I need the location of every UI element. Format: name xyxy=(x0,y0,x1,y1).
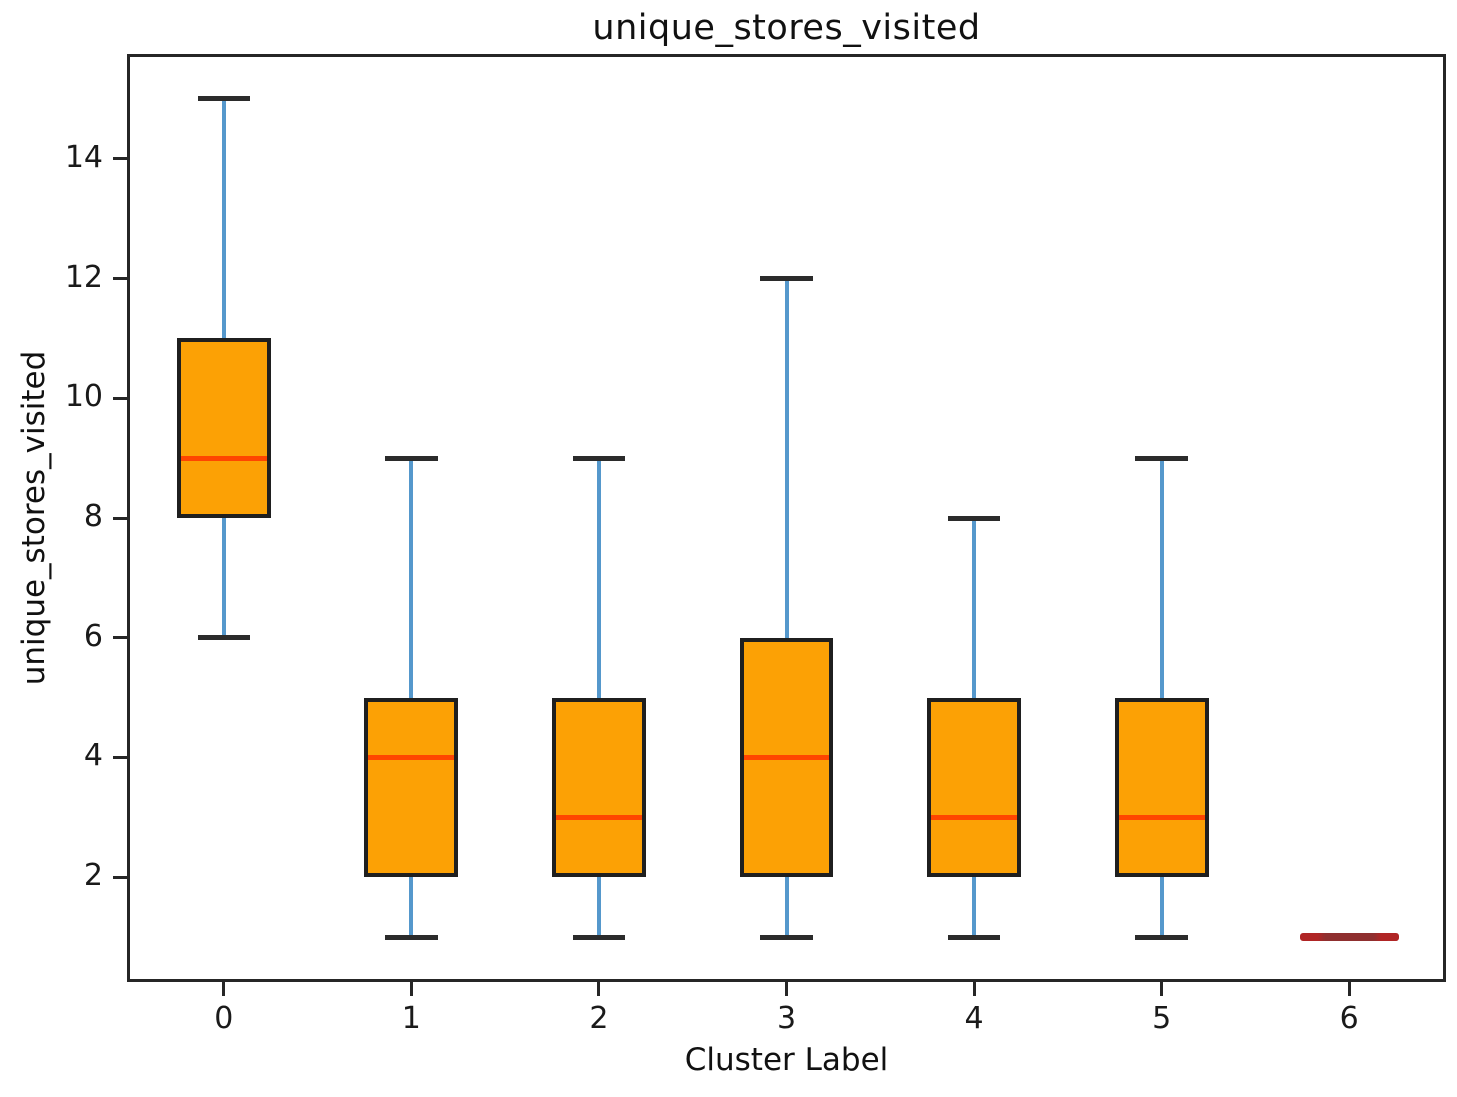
x-tick-label: 0 xyxy=(214,1001,234,1036)
cap-top-cluster-2 xyxy=(572,455,626,461)
whisker-upper-cluster-1 xyxy=(409,458,414,698)
x-tick-label: 5 xyxy=(1152,1001,1172,1036)
x-tick-mark xyxy=(409,982,413,996)
whisker-upper-cluster-5 xyxy=(1159,458,1164,698)
x-tick-label: 6 xyxy=(1339,1001,1359,1036)
y-tick-mark xyxy=(113,157,127,161)
cap-bottom-cluster-4 xyxy=(947,934,1001,940)
whisker-lower-cluster-4 xyxy=(972,877,977,938)
x-tick-mark xyxy=(1160,982,1164,996)
x-tick-mark xyxy=(972,982,976,996)
cap-bottom-cluster-0 xyxy=(197,635,251,641)
box-cluster-0 xyxy=(176,338,271,518)
y-tick-mark xyxy=(113,755,127,759)
median-line-cluster-5 xyxy=(1118,814,1205,820)
cap-top-cluster-3 xyxy=(760,276,813,282)
median-line-cluster-0 xyxy=(180,455,267,461)
x-tick-label: 3 xyxy=(776,1001,797,1036)
y-tick-mark xyxy=(113,516,127,520)
y-tick-label: 12 xyxy=(64,259,103,295)
whisker-lower-cluster-1 xyxy=(409,877,414,938)
y-tick-mark xyxy=(113,396,127,400)
whisker-lower-cluster-5 xyxy=(1159,877,1164,938)
whisker-lower-cluster-0 xyxy=(221,518,226,638)
whisker-upper-cluster-0 xyxy=(221,98,226,339)
median-line-cluster-1 xyxy=(368,754,455,760)
median-line-cluster-4 xyxy=(931,814,1017,820)
x-tick-mark xyxy=(1347,982,1351,996)
degenerate-box-cluster-6 xyxy=(1299,933,1399,942)
y-tick-mark xyxy=(113,636,127,640)
cap-top-cluster-5 xyxy=(1135,455,1188,461)
median-line-cluster-3 xyxy=(743,754,830,760)
cap-top-cluster-1 xyxy=(385,455,438,461)
y-tick-label: 2 xyxy=(83,858,103,894)
whisker-upper-cluster-4 xyxy=(972,518,977,698)
box-cluster-2 xyxy=(552,697,646,878)
y-tick-label: 8 xyxy=(83,499,103,535)
x-tick-mark xyxy=(597,982,601,996)
whisker-lower-cluster-2 xyxy=(596,877,601,938)
whisker-upper-cluster-2 xyxy=(596,458,601,698)
cap-bottom-cluster-3 xyxy=(760,934,813,940)
box-cluster-4 xyxy=(927,697,1021,878)
y-tick-mark xyxy=(113,875,127,879)
median-line-cluster-2 xyxy=(556,814,642,820)
x-tick-mark xyxy=(785,982,788,996)
plot-area: 2 4 6 8 10 12 14 0 1 2 3 4 5 6 xyxy=(65,54,1446,1036)
y-tick-label: 6 xyxy=(83,618,103,654)
cap-bottom-cluster-1 xyxy=(385,934,438,940)
cap-top-cluster-0 xyxy=(197,96,251,102)
y-tick-mark xyxy=(113,277,127,281)
y-axis-label: unique_stores_visited xyxy=(16,350,52,686)
x-axis-label: Cluster Label xyxy=(684,1042,889,1078)
box-cluster-5 xyxy=(1114,697,1209,878)
cap-bottom-cluster-5 xyxy=(1135,934,1188,940)
whisker-lower-cluster-3 xyxy=(784,877,789,938)
cap-top-cluster-4 xyxy=(947,515,1001,521)
chart-title: unique_stores_visited xyxy=(592,8,981,48)
y-tick-label: 14 xyxy=(64,139,103,175)
whisker-upper-cluster-3 xyxy=(784,278,789,638)
y-tick-label: 10 xyxy=(64,379,103,415)
x-tick-label: 2 xyxy=(589,1001,609,1036)
cap-bottom-cluster-2 xyxy=(572,934,626,940)
x-tick-label: 1 xyxy=(401,1001,421,1036)
box-cluster-1 xyxy=(364,697,459,878)
y-tick-label: 4 xyxy=(83,738,103,774)
x-tick-label: 4 xyxy=(964,1001,984,1036)
x-tick-mark xyxy=(222,982,226,996)
